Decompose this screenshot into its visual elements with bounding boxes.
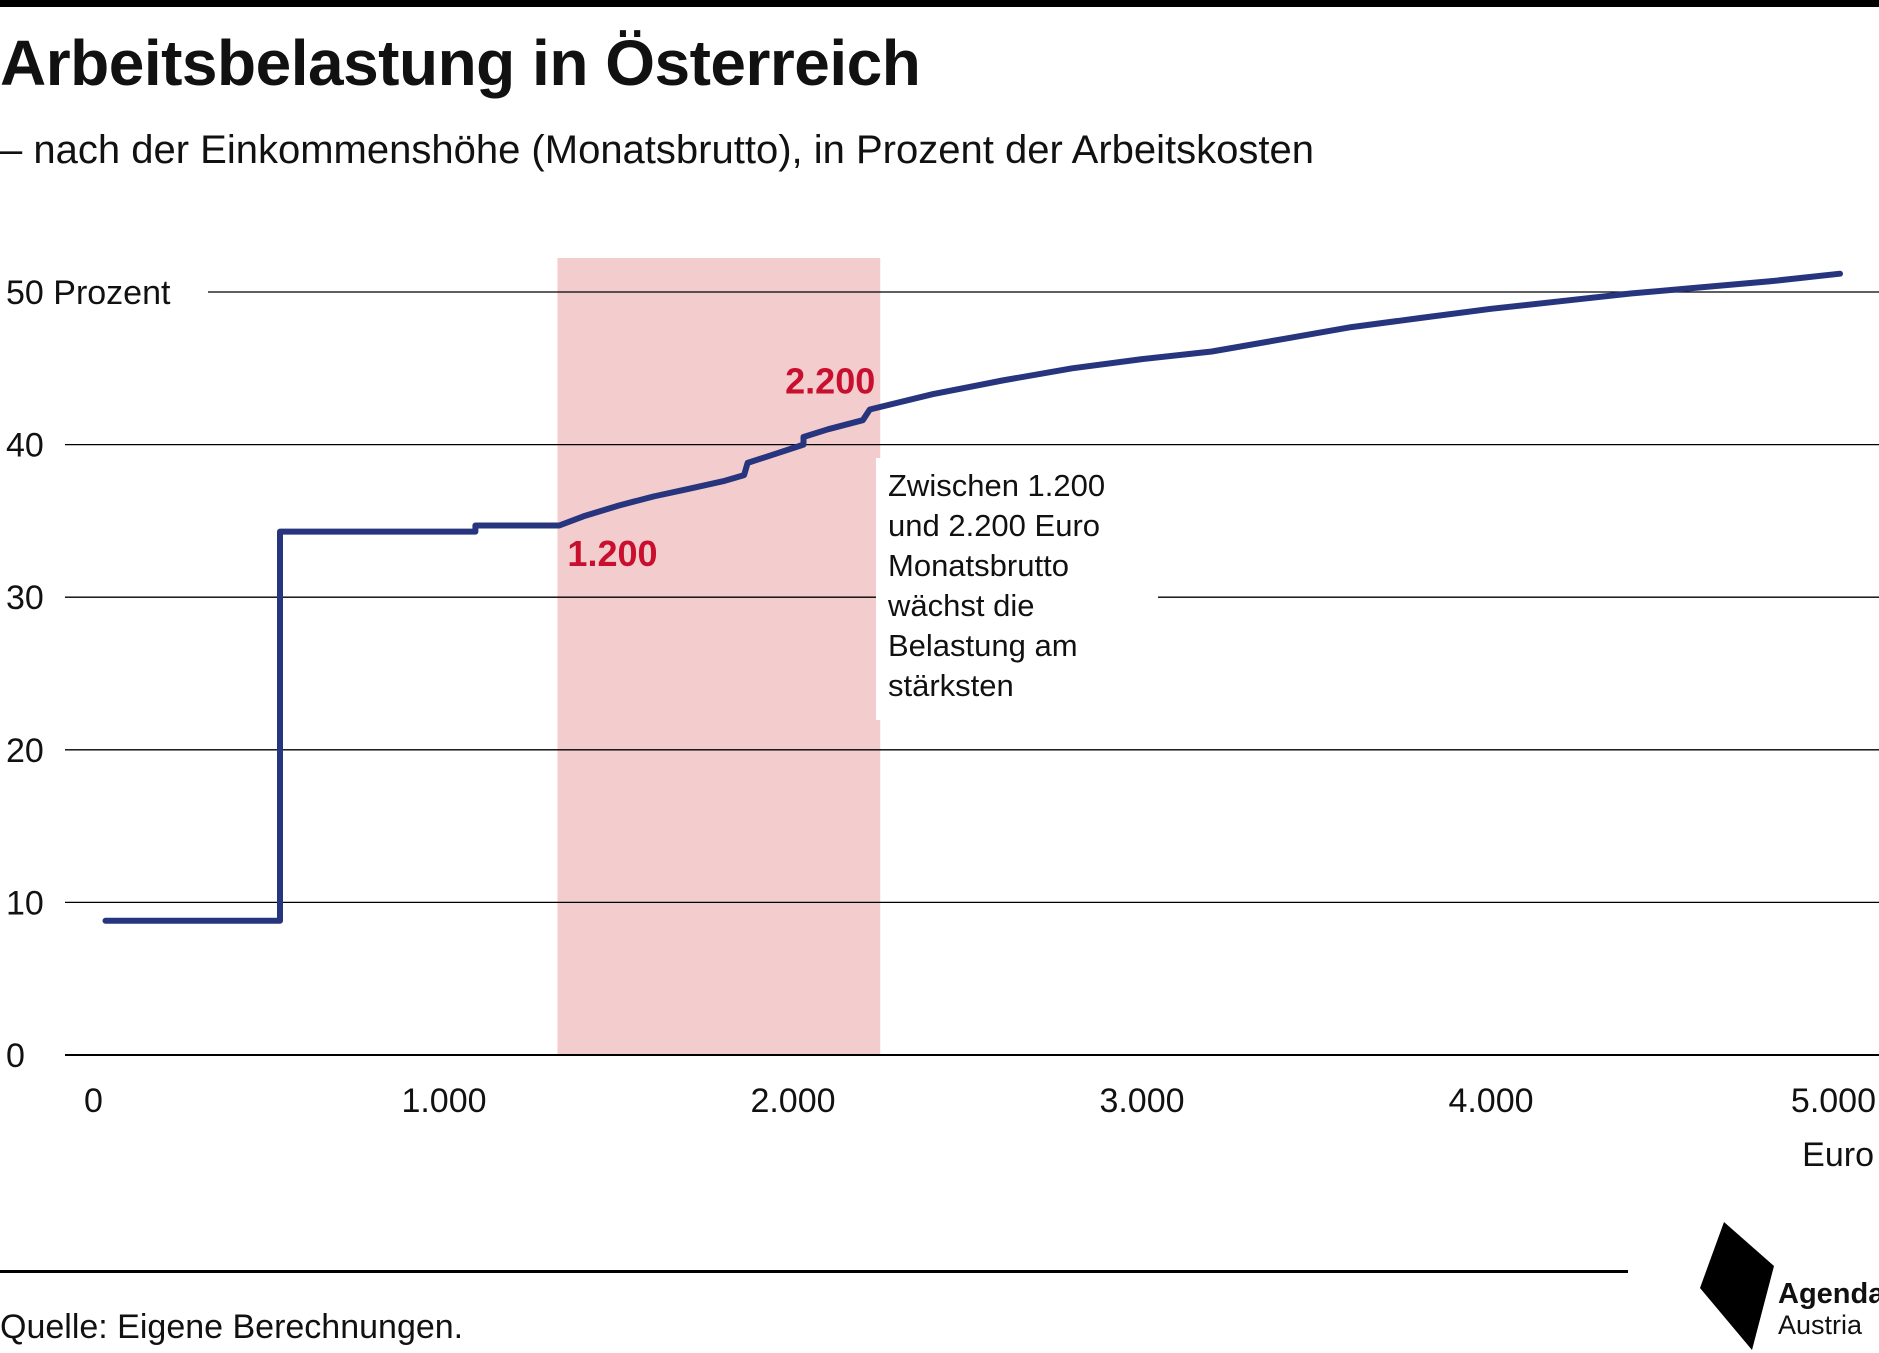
x-tick-label: 3.000 bbox=[1099, 1082, 1184, 1120]
y-tick-label: 50 Prozent bbox=[6, 274, 171, 312]
x-tick-label: 5.000 bbox=[1791, 1082, 1876, 1120]
annotation-text: Zwischen 1.200 und 2.200 Euro Monatsbrut… bbox=[888, 468, 1106, 703]
logo-text-austria: Austria bbox=[1778, 1310, 1863, 1340]
footer-rule bbox=[0, 1270, 1628, 1273]
series-line-0 bbox=[102, 270, 1843, 924]
agenda-austria-logo-icon bbox=[1700, 1222, 1774, 1350]
y-tick-label: 30 bbox=[6, 579, 44, 617]
highlight-band bbox=[557, 258, 881, 1055]
y-tick-label: 40 bbox=[6, 427, 44, 465]
x-tick-label: 1.000 bbox=[401, 1082, 486, 1120]
x-tick-label: 4.000 bbox=[1448, 1082, 1533, 1120]
top-rule bbox=[0, 0, 1879, 7]
chart-subtitle: – nach der Einkommenshöhe (Monatsbrutto)… bbox=[0, 128, 1315, 172]
x-axis-unit-label: Euro bbox=[1802, 1136, 1874, 1174]
highlight-label: 1.200 bbox=[567, 533, 657, 574]
y-tick-label: 20 bbox=[6, 732, 44, 770]
x-tick-label: 2.000 bbox=[750, 1082, 835, 1120]
highlight-label: 2.200 bbox=[785, 361, 875, 402]
annotation-background bbox=[876, 458, 1158, 720]
chart-title: Arbeitsbelastung in Österreich bbox=[0, 27, 921, 99]
logo-text-agenda: Agenda bbox=[1778, 1278, 1879, 1310]
y-tick-label: 0 bbox=[6, 1037, 25, 1075]
source-note: Quelle: Eigene Berechnungen. bbox=[0, 1308, 464, 1346]
y-tick-label: 10 bbox=[6, 884, 44, 922]
x-tick-label: 0 bbox=[84, 1082, 103, 1120]
